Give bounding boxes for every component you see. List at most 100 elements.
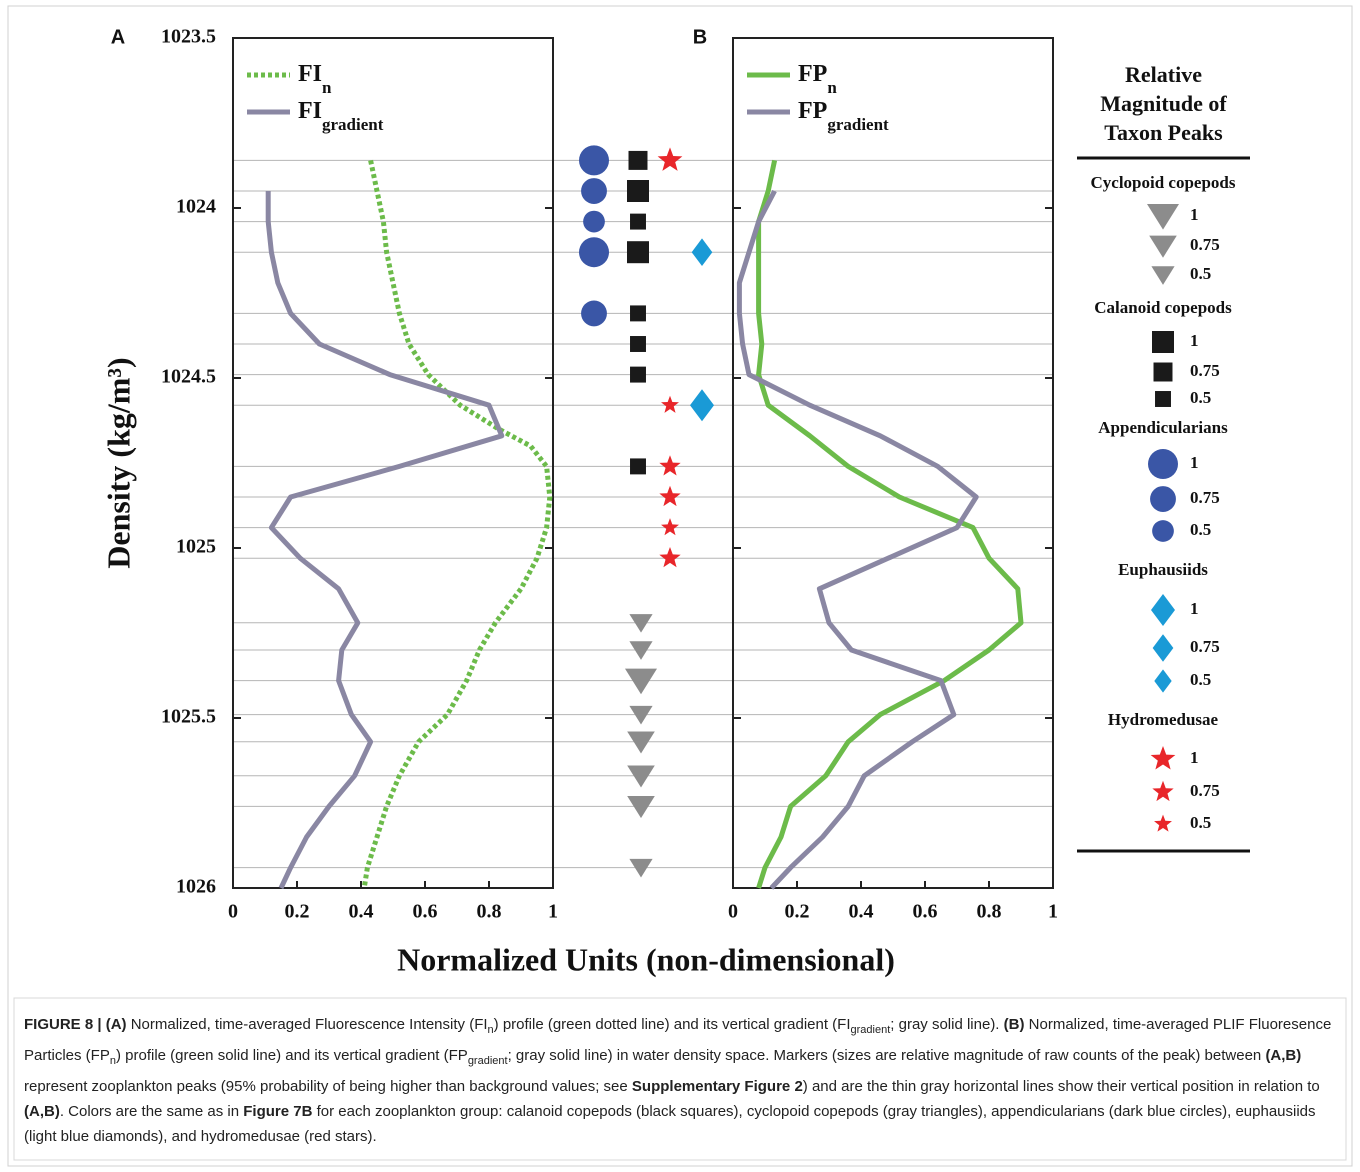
peak-marker [581,178,607,204]
legend-magnitude: 0.75 [1190,637,1220,656]
y-tick-label: 1024.5 [161,366,216,388]
legend-magnitude: 0.5 [1190,813,1211,832]
legend-group-title: Hydromedusae [1108,710,1219,729]
legend-symbol [1151,266,1175,285]
series-name: FI [298,98,322,124]
peak-marker [581,300,607,327]
caption-run: . Colors are the same as in [59,1103,244,1120]
legend-title: Relative Magnitude of Taxon Peaks [1100,62,1227,145]
legend-symbol [1150,746,1176,770]
legend-symbol [1149,235,1177,258]
legend-magnitude: 0.5 [1190,264,1211,283]
legend-symbol [1155,391,1171,407]
profile-line [361,159,553,889]
legend-magnitude: 0.75 [1190,235,1220,254]
peak-marker [690,389,714,422]
peak-marker [630,458,646,475]
series-subscript: n [827,78,837,97]
y-tick-label: 1025 [176,536,216,558]
profile-line [265,191,505,890]
caption-run: represent zooplankton peaks (95% probabi… [24,1078,632,1095]
caption-run: (A,B) [1265,1047,1302,1064]
peak-marker [579,237,609,268]
legend-magnitude: 1 [1190,331,1199,350]
series-subscript: gradient [827,115,889,134]
legend-symbol [1153,362,1173,382]
x-tick-label: 0 [228,901,238,923]
caption-run: Normalized, time-averaged Fluorescence I… [126,1016,488,1033]
legend-symbol [1152,331,1174,353]
panel-letter: B [693,26,707,48]
peak-marker [627,731,655,754]
caption-run: Normalized, time-averaged PLIF Fluoresen… [24,1016,1332,1064]
profile-line [756,159,1024,889]
legend-magnitude: 0.5 [1190,520,1211,539]
x-tick-label: 0.2 [785,901,810,923]
peak-marker [583,210,605,233]
caption-run: ) and are the thin gray horizontal lines… [802,1078,1320,1095]
caption-run: ) profile (green dotted line) and its ve… [493,1016,851,1033]
legend-magnitude: 0.75 [1190,488,1220,507]
legend-symbol [1151,594,1175,626]
legend-label: FPn [798,61,837,97]
series-subscript: n [322,78,332,97]
peak-marker [629,858,653,878]
figure-border [7,5,1353,1167]
legend-group-title: Calanoid copepods [1094,298,1232,317]
caption-run: Supplementary Figure 2 [631,1078,803,1095]
y-tick-label: 1026 [176,876,216,898]
x-tick-label: 0.8 [477,901,502,923]
caption-run: ) profile (green solid line) and its ver… [115,1047,468,1064]
peak-marker [627,796,655,819]
caption-run: for each zooplankton group: calanoid cop… [24,1103,1316,1145]
peak-marker [661,518,679,536]
peak-marker [659,546,681,568]
peak-marker [627,180,649,202]
peak-marker [659,485,681,507]
caption-run: FIGURE 8 | (A) [24,1016,127,1033]
legend-group-title: Euphausiids [1118,560,1208,579]
caption-run: (A,B) [24,1103,60,1120]
caption-run: ; gray solid line). [890,1016,1004,1033]
peak-marker [661,395,679,413]
peak-marker [659,455,681,476]
legend-magnitude: 1 [1190,453,1199,472]
caption-run: Figure 7B [243,1103,313,1120]
legend-symbol [1154,669,1172,693]
profile-line [736,189,979,890]
series-name: FP [798,98,827,124]
peak-marker [630,305,646,322]
x-tick-label: 0.8 [977,901,1002,923]
peak-marker [657,147,683,171]
peak-marker [627,765,655,788]
panel-frame [232,37,554,889]
panel-frame [732,37,1054,889]
legend-magnitude: 0.5 [1190,388,1211,407]
caption-run: gradient [850,1024,891,1036]
peak-marker [629,641,653,660]
peak-marker [630,336,646,352]
peak-marker [691,238,713,266]
x-tick-label: 0.4 [349,901,374,923]
legend-magnitude: 0.5 [1190,670,1211,689]
legend-symbol [1148,449,1178,479]
peak-marker [630,366,646,383]
y-tick-label: 1023.5 [161,26,216,48]
legend-group-title: Cyclopoid copepods [1091,173,1236,192]
caption-box [13,997,1347,1161]
legend-symbol [1150,486,1176,512]
legend-symbol [1152,520,1174,542]
legend-magnitude: 0.75 [1190,781,1220,800]
peak-marker [627,241,649,264]
y-tick-label: 1024 [176,196,216,218]
legend-magnitude: 1 [1190,748,1199,767]
x-tick-label: 0.6 [913,901,938,923]
legend-symbol [1152,780,1174,802]
panel-letter: A [111,26,125,48]
caption-run: gradient [467,1055,508,1067]
legend-symbol [1154,814,1172,832]
legend-symbol [1147,204,1179,230]
x-tick-label: 0.6 [413,901,438,923]
